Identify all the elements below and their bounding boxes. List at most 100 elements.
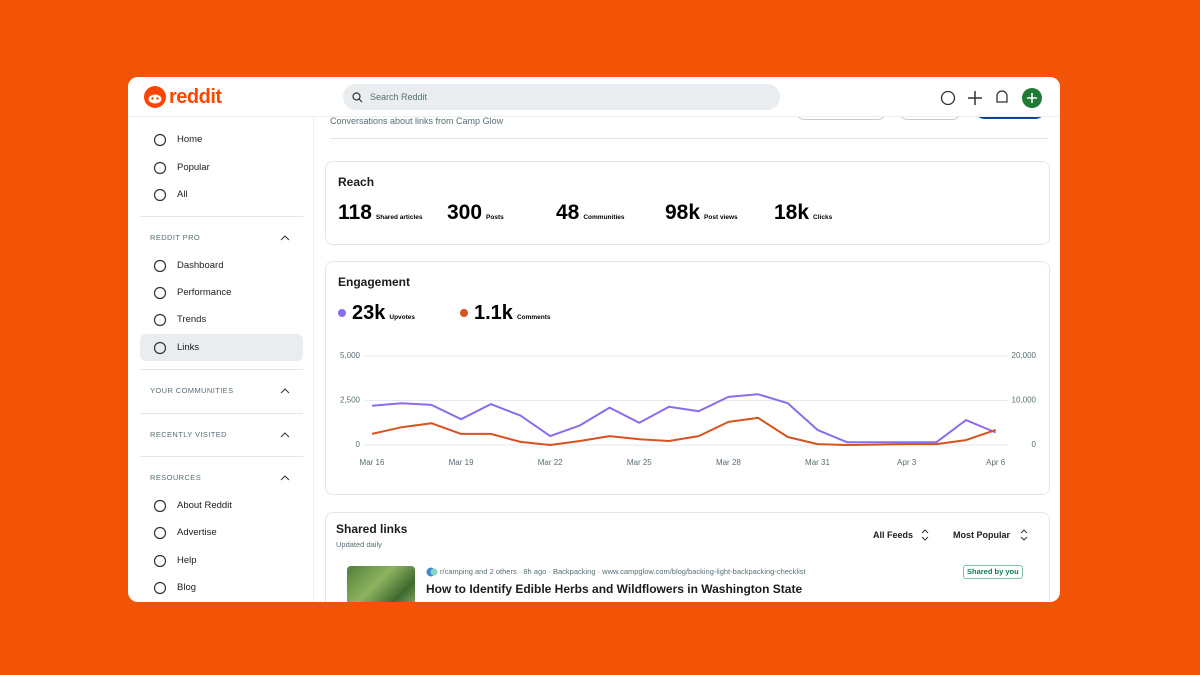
nav-item[interactable]: Advertise [177,527,217,539]
nav-icon [153,554,167,567]
collapse-chevron[interactable] [280,474,290,482]
card-title: Engagement [338,275,411,289]
x-tick-label: Apr 3 [897,458,917,467]
nav-item[interactable]: Popular [177,161,210,173]
logo-text: reddit [169,86,222,108]
engagement-chart: 0 2,500 5,000 0 10,000 20,000 Mar 16 Mar 19 Mar … [340,351,1037,467]
data-line [371,416,997,446]
community-icon [426,567,438,577]
stat-value: 48 [556,201,580,224]
icon-shape [153,133,167,147]
sidebar-border [313,116,314,602]
icon-shape [153,161,167,174]
nav-icon [153,314,167,327]
badge: Shared by you [963,565,1023,579]
link-meta: r/camping and 2 others · 8h ago · Backpa… [440,567,806,576]
nav-item[interactable]: Blog [177,581,197,593]
nav-icon [153,341,167,354]
y-tick-label: 2,500 [340,396,361,405]
nav-icon [153,287,167,300]
nav-icon [153,581,167,594]
nav-icon [153,259,167,273]
legend-total: 1.1k [474,302,513,324]
icon-shape [153,314,167,327]
y-tick-label: 5,000 [340,351,361,360]
header-actions[interactable] [938,88,1048,108]
nav-icon [153,188,167,202]
engagement-card [325,261,1050,495]
divider [140,413,303,414]
collapse-chevron[interactable] [280,431,290,439]
logo-icon [144,86,166,108]
nav-item[interactable]: Home [177,134,203,145]
sort-dropdown[interactable]: Most Popular [953,530,1011,540]
link-title[interactable]: How to Identify Edible Herbs and Wildflo… [426,582,803,596]
section-header[interactable]: YOUR COMMUNITIES [150,386,234,395]
divider [140,369,303,370]
divider [330,138,1048,139]
app-content: Conversations about links from Camp Glow… [128,77,1060,602]
legend-swatch [460,309,468,317]
stat-label: Post views [704,214,738,221]
nav-item[interactable]: Trends [177,314,207,326]
section-header[interactable]: REDDIT PRO [150,233,201,242]
link-thumbnail[interactable] [347,566,415,602]
y2-tick-label: 10,000 [1012,396,1037,405]
stat: 48 Communities [556,201,625,225]
stat: 300 Posts [447,201,504,225]
x-tick-label: Mar 25 [627,458,652,467]
chevron-shape [280,475,290,481]
icon-shape [153,341,167,354]
header: reddit Search Reddit [128,77,1060,117]
stat: 118 Shared articles [338,201,423,225]
filter-dropdown[interactable]: All Feeds [873,530,914,540]
x-tick-label: Mar 28 [716,458,741,467]
stat-label: Posts [486,214,504,221]
nav-item[interactable]: Links [177,341,200,353]
page-subtitle: Conversations about links from Camp Glow [330,116,504,126]
section-header[interactable]: RECENTLY VISITED [150,430,227,439]
nav-item[interactable]: About Reddit [177,500,232,511]
icon-shape [153,527,167,540]
y2-tick-label: 20,000 [1012,351,1037,360]
stat-value: 118 [338,201,372,224]
collapse-chevron[interactable] [280,387,290,395]
nav-item[interactable]: Help [177,554,197,566]
icon-shape [153,259,167,273]
icon-shape [153,554,167,567]
search-bar[interactable]: Search Reddit [343,84,780,110]
stat-label: Shared articles [375,214,423,221]
x-tick-label: Apr 6 [986,458,1006,467]
stat-value: 18k [774,201,810,224]
card-title: Shared links [336,522,408,536]
card-title: Reach [338,175,375,189]
collapse-chevron[interactable] [280,234,290,242]
data-line [371,393,997,444]
y2-tick-label: 0 [1032,440,1037,449]
stat-label: Communities [583,214,625,221]
stat-value: 98k [665,201,701,224]
legend-label: Upvotes [389,313,416,321]
section-header[interactable]: RESOURCES [150,473,202,482]
nav-item[interactable]: Dashboard [177,260,224,271]
nav-item[interactable]: Performance [177,287,232,299]
chevron-shape [280,432,290,438]
stat: 18k Clicks [774,201,832,225]
legend-label: Comments [516,313,551,321]
nav-item[interactable]: All [177,189,188,200]
x-tick-label: Mar 31 [805,458,830,467]
y-tick-label: 0 [356,440,361,449]
divider [140,456,303,457]
legend-swatch [338,309,346,317]
nav-icon [153,133,167,147]
search-icon [352,92,363,103]
stat-value: 300 [447,201,483,224]
legend-total: 23k [352,302,386,324]
search-placeholder: Search Reddit [370,92,428,102]
dropdown-chevrons [921,529,1028,541]
icon-shape [153,188,167,202]
legend-entry: 1.1k Comments [460,301,551,325]
x-tick-label: Mar 22 [538,458,563,467]
